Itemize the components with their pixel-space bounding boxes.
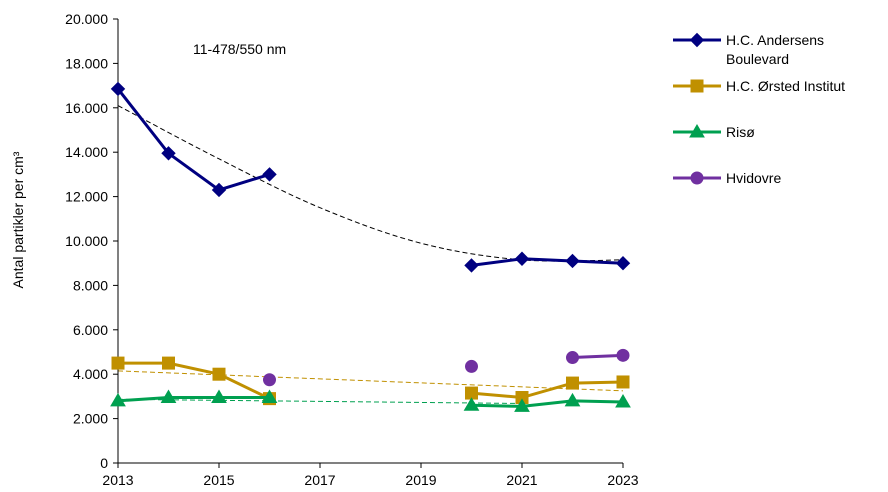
data-point (211, 389, 227, 404)
data-point (110, 81, 126, 97)
y-tick-label: 6.000 (73, 322, 108, 338)
x-tick-label: 2013 (102, 472, 133, 488)
legend-marker (689, 32, 705, 48)
data-point (615, 393, 631, 408)
legend-marker (689, 124, 705, 138)
legend-label: Risø (726, 124, 755, 140)
series-line (471, 399, 624, 408)
data-point (514, 398, 530, 412)
legend-label: Hvidovre (726, 170, 781, 186)
data-point (263, 373, 276, 387)
data-point (110, 392, 126, 407)
data-point (514, 251, 530, 266)
data-point (564, 392, 581, 407)
x-tick-label: 2023 (607, 472, 638, 488)
series-line (572, 353, 624, 360)
x-tick-label: 2021 (506, 472, 537, 488)
data-point (464, 258, 479, 273)
y-axis-ticks: 0 2.000 4.000 6.000 8.000 10.000 12.000 14.000 1… (65, 11, 118, 471)
data-point (162, 356, 175, 370)
y-tick-label: 8.000 (73, 277, 108, 293)
axes: 0 2.000 4.000 6.000 8.000 10.000 12.000 14.000 1… (65, 11, 639, 488)
y-tick-label: 18.000 (65, 55, 108, 71)
trendline-h-c-andersens-boulevard (117, 105, 624, 262)
data-point (566, 351, 579, 365)
data-point (463, 397, 480, 411)
legend-item-hvidovre: Hvidovre (673, 170, 781, 186)
y-tick-label: 12.000 (65, 189, 108, 205)
x-tick-label: 2015 (203, 472, 234, 488)
data-point (616, 375, 630, 389)
data-point (161, 146, 176, 161)
y-tick-label: 20.000 (65, 11, 108, 27)
series-line (471, 257, 624, 267)
trendline-riso (117, 398, 523, 405)
y-tick-label: 0 (100, 455, 108, 471)
legend-item-riso: Risø (673, 124, 755, 140)
series-line (116, 88, 270, 192)
data-point (160, 389, 177, 404)
data-point (465, 386, 478, 400)
legend-label: H.C. Ørsted Institut (726, 78, 845, 94)
y-tick-label: 10.000 (65, 233, 108, 249)
legend-marker (690, 79, 704, 93)
y-tick-label: 16.000 (65, 100, 108, 116)
x-tick-label: 2019 (405, 472, 436, 488)
data-point (111, 356, 125, 370)
legend-label: H.C. Andersens (726, 32, 824, 48)
data-point (262, 167, 277, 182)
data-point (465, 359, 478, 373)
legend-marker (690, 171, 704, 185)
series-riso (110, 389, 631, 412)
legend: H.C. Andersens Boulevard H.C. Ørsted Insti… (673, 32, 845, 186)
x-axis-ticks: 2013 2015 2017 2019 2021 2023 (102, 463, 639, 488)
series (110, 81, 631, 412)
trendlines (117, 105, 624, 405)
series-hvidovre (263, 348, 630, 387)
legend-item-h-c-andersens-boulevard: H.C. Andersens Boulevard (673, 32, 824, 67)
y-tick-label: 4.000 (73, 366, 108, 382)
chart-annotation: 11-478/550 nm (193, 41, 286, 57)
data-point (566, 376, 579, 390)
series-line (471, 380, 624, 400)
series-h-c-andersens-boulevard (110, 81, 631, 273)
legend-item-h-c-orsted-institut: H.C. Ørsted Institut (673, 78, 845, 94)
x-tick-label: 2017 (304, 472, 335, 488)
trendline-h-c-orsted-institut (117, 370, 624, 392)
y-tick-label: 14.000 (65, 144, 108, 160)
series-line (117, 396, 270, 403)
data-point (261, 389, 278, 404)
series-line (118, 361, 271, 400)
data-point (615, 255, 631, 271)
data-point (212, 367, 226, 381)
y-axis-label: Antal partikler per cm³ (10, 151, 26, 288)
data-point (616, 348, 630, 362)
data-point (211, 182, 227, 198)
y-tick-label: 2.000 (73, 411, 108, 427)
legend-label: Boulevard (726, 51, 789, 67)
data-point (565, 253, 580, 269)
